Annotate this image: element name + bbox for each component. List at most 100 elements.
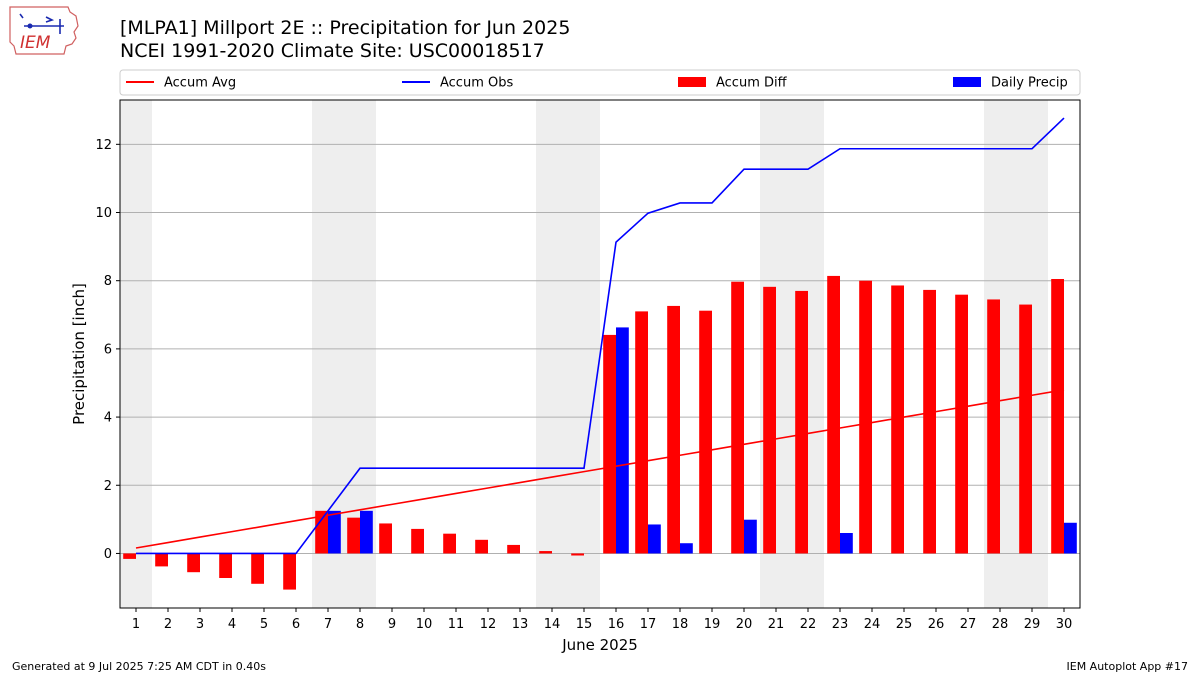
weekend-band (120, 100, 152, 608)
accum-diff-bar (603, 334, 616, 554)
y-tick-label: 4 (104, 411, 112, 426)
accum-diff-bar (219, 553, 232, 578)
daily-precip-bar (648, 524, 661, 554)
daily-precip-bar (840, 532, 853, 554)
accum-diff-bar (507, 544, 520, 554)
x-tick-label: 15 (576, 617, 593, 632)
x-tick-label: 5 (260, 617, 268, 632)
accum-diff-bar (443, 533, 456, 554)
x-tick-label: 23 (832, 617, 849, 632)
x-tick-label: 1 (132, 617, 140, 632)
accum-diff-bar (795, 290, 808, 554)
accum-diff-bar (987, 299, 1000, 554)
accum-diff-bar (411, 528, 424, 554)
x-axis-label: June 2025 (561, 636, 638, 654)
accum-diff-bar (187, 553, 200, 573)
x-tick-label: 25 (896, 617, 913, 632)
grid-lines (120, 143, 1080, 554)
x-tick-label: 6 (292, 617, 300, 632)
x-tick-label: 3 (196, 617, 204, 632)
x-tick-label: 11 (448, 617, 465, 632)
accum-diff-bar (635, 311, 648, 554)
y-tick-label: 10 (95, 206, 112, 221)
legend-daily-precip: Daily Precip (953, 76, 1068, 91)
bars (123, 275, 1077, 590)
x-tick-label: 24 (864, 617, 881, 632)
x-tick-label: 4 (228, 617, 236, 632)
x-tick-label: 21 (768, 617, 785, 632)
x-tick-label: 19 (704, 617, 721, 632)
x-tick-label: 17 (640, 617, 657, 632)
legend-accum-obs: Accum Obs (402, 76, 513, 91)
weekend-shading (120, 100, 1048, 608)
accum-diff-bar (539, 551, 552, 554)
accum-diff-bar (955, 294, 968, 554)
daily-precip-bar (744, 519, 757, 554)
legend: Accum Avg Accum Obs Accum Diff Daily Precip (119, 69, 1081, 96)
legend-daily-precip-label: Daily Precip (991, 76, 1068, 91)
y-tick-label: 8 (104, 274, 112, 289)
accum-diff-bar (763, 286, 776, 554)
accum-diff-bar (315, 510, 328, 554)
accum-diff-bar (283, 553, 296, 590)
legend-accum-diff: Accum Diff (678, 76, 788, 91)
accum-diff-bar (347, 517, 360, 554)
daily-precip-bar (360, 510, 373, 554)
accum-diff-bar (1051, 278, 1064, 554)
x-tick-label: 27 (960, 617, 977, 632)
logo-text: IEM (20, 33, 51, 53)
app-credit: IEM Autoplot App #17 (1066, 660, 1189, 673)
x-tick-label: 7 (324, 617, 332, 632)
y-axis-label: Precipitation [inch] (70, 283, 88, 425)
daily-precip-bar (1064, 522, 1077, 554)
legend-daily-precip-swatch (953, 77, 981, 87)
x-tick-label: 9 (388, 617, 396, 632)
accum-diff-bar (155, 553, 168, 567)
accum-diff-bar (699, 310, 712, 554)
accum-diff-bar (475, 539, 488, 554)
weekend-band (568, 100, 600, 608)
accum-avg-line (135, 389, 1065, 549)
legend-accum-diff-swatch (678, 77, 706, 87)
x-tick-label: 12 (480, 617, 497, 632)
legend-accum-avg-label: Accum Avg (164, 76, 236, 91)
accum-diff-bar (379, 523, 392, 554)
accum-diff-bar (923, 289, 936, 554)
x-tick-label: 29 (1024, 617, 1041, 632)
legend-accum-obs-label: Accum Obs (440, 76, 513, 91)
legend-accum-avg: Accum Avg (126, 76, 236, 91)
generated-note: Generated at 9 Jul 2025 7:25 AM CDT in 0… (12, 660, 266, 673)
daily-precip-bar (616, 327, 629, 554)
x-tick-label: 13 (512, 617, 529, 632)
accum-diff-bar (859, 280, 872, 554)
y-tick-label: 6 (104, 342, 112, 357)
accum-diff-bar (827, 275, 840, 554)
x-tick-label: 28 (992, 617, 1009, 632)
iem-logo: IEM (6, 4, 82, 60)
accum-diff-bar (251, 553, 264, 584)
accum-diff-bar (1019, 304, 1032, 554)
x-tick-label: 10 (416, 617, 433, 632)
accum-diff-bar (571, 553, 584, 556)
accum-diff-bar (731, 281, 744, 554)
accum-diff-bar (123, 553, 136, 559)
daily-precip-bar (680, 543, 693, 554)
x-tick-label: 20 (736, 617, 753, 632)
x-tick-label: 14 (544, 617, 561, 632)
plot-frame (119, 99, 1081, 609)
y-tick-label: 12 (95, 138, 112, 153)
x-tick-label: 30 (1056, 617, 1073, 632)
lines (135, 117, 1065, 555)
x-tick-label: 16 (608, 617, 625, 632)
chart-title: [MLPA1] Millport 2E :: Precipitation for… (120, 17, 571, 39)
x-tick-label: 2 (164, 617, 172, 632)
accum-diff-bar (667, 305, 680, 554)
x-tick-label: 8 (356, 617, 364, 632)
y-tick-label: 0 (104, 547, 112, 562)
legend-box (119, 69, 1081, 96)
y-tick-label: 2 (104, 479, 112, 494)
x-tick-label: 18 (672, 617, 689, 632)
daily-precip-bar (328, 510, 341, 554)
